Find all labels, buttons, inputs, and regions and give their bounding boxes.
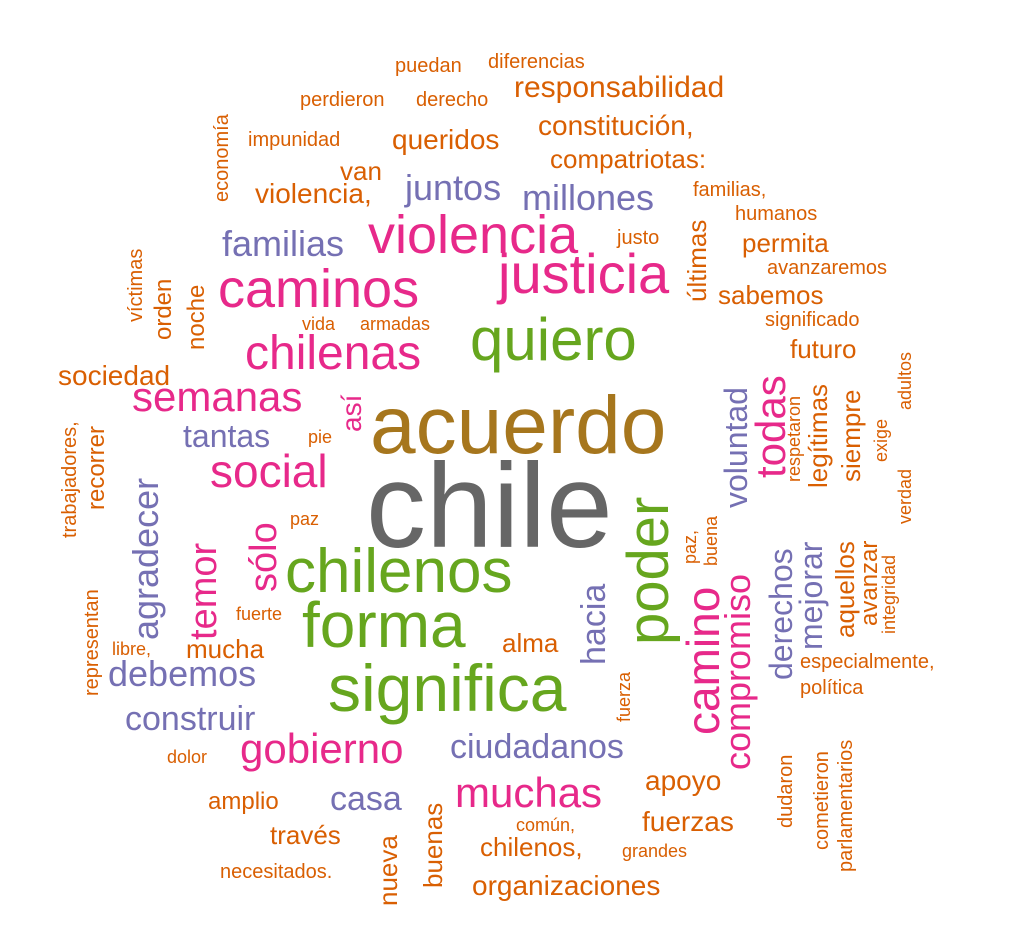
word-64: través [270,820,341,850]
word-70: apoyo [645,765,722,796]
word-9: caminos [218,259,420,319]
word-75: víctimas [125,248,147,322]
word-6: poder [616,496,681,645]
word-85: exige [871,418,891,462]
word-47: justo [617,227,660,249]
word-51: significado [765,309,860,331]
word-79: recorrer [83,425,110,510]
word-93: fuerza [614,671,634,722]
word-22: juntos [405,167,502,208]
word-24: tantas [183,418,271,454]
word-49: avanzaremos [767,257,888,279]
word-67: chilenos, [480,832,583,862]
word-38: responsabilidad [514,71,725,104]
word-1: acuerdo [370,380,667,471]
word-26: debemos [108,653,257,694]
word-7: justicia [498,242,670,305]
word-72: especialmente, [800,651,935,673]
word-36: perdieron [300,89,385,111]
word-53: vida [302,314,336,334]
word-43: van [340,156,382,186]
word-80: representan [81,589,103,696]
word-66: común, [516,815,576,835]
word-81: últimas [682,219,712,302]
word-77: noche [183,284,210,350]
word-41: queridos [392,124,500,155]
word-61: alma [502,628,559,658]
word-71: fuerzas [642,806,734,837]
word-39: constitución, [538,110,694,141]
word-2: significa [328,651,567,725]
word-40: impunidad [248,129,341,151]
word-11: social [210,445,328,497]
word-35: diferencias [488,51,585,73]
word-20: así [336,394,367,432]
word-95: buenas [418,802,448,888]
word-8: violencia [368,205,579,265]
word-27: construir [125,700,256,738]
word-62: dolor [167,747,208,767]
word-25: agradecer [125,477,166,640]
word-92: paz, [680,529,700,564]
word-50: sabemos [718,280,824,310]
word-57: paz [290,509,320,529]
word-78: trabajadores, [59,421,81,538]
word-90: aquellos [830,541,860,638]
word-63: amplio [208,788,279,815]
word-33: mejorar [793,541,829,650]
word-34: puedan [395,55,462,77]
word-37: derecho [416,89,489,111]
word-13: muchas [455,769,603,816]
word-94: nueva [373,835,403,906]
word-46: humanos [735,203,818,225]
word-76: orden [150,278,177,340]
word-65: necesitados. [220,861,333,883]
word-97: cometieron [811,751,833,850]
word-31: voluntad [718,387,754,508]
word-19: compromiso [717,573,758,770]
word-87: verdad [895,468,915,524]
word-89: avanzar [856,540,883,626]
word-42: compatriotas: [550,144,707,174]
word-73: política [800,677,864,699]
word-83: siempre [836,389,866,482]
word-45: familias, [693,179,767,201]
word-59: mucha [186,634,265,664]
word-54: armadas [360,314,431,334]
word-98: parlamentarios [835,739,857,872]
word-74: economía [211,114,233,202]
word-91: buena [701,515,721,566]
word-28: ciudadanos [450,728,624,766]
word-96: dudaron [775,754,797,828]
word-14: gobierno [240,725,404,772]
word-69: organizaciones [472,870,661,901]
word-23: millones [522,177,655,218]
word-60: libre, [112,639,152,659]
word-29: casa [330,780,402,818]
word-21: familias [222,223,345,264]
word-18: sólo [243,522,285,592]
word-4: chilenos [285,537,513,606]
word-0: chile [366,439,613,573]
word-56: pie [308,427,333,447]
word-68: grandes [622,841,688,861]
word-44: violencia, [255,178,372,209]
word-58: fuerte [236,604,283,624]
word-52: futuro [790,334,857,364]
word-86: adultos [895,351,915,410]
word-3: forma [302,589,466,661]
word-82: legítimas [803,383,833,488]
word-30: hacia [575,583,613,665]
word-12: semanas [132,373,303,420]
word-17: temor [183,542,225,640]
word-5: quiero [470,306,637,373]
word-10: chilenas [245,327,422,380]
word-84: respetaron [784,395,804,482]
word-55: sociedad [58,360,171,391]
word-48: permita [742,228,829,258]
